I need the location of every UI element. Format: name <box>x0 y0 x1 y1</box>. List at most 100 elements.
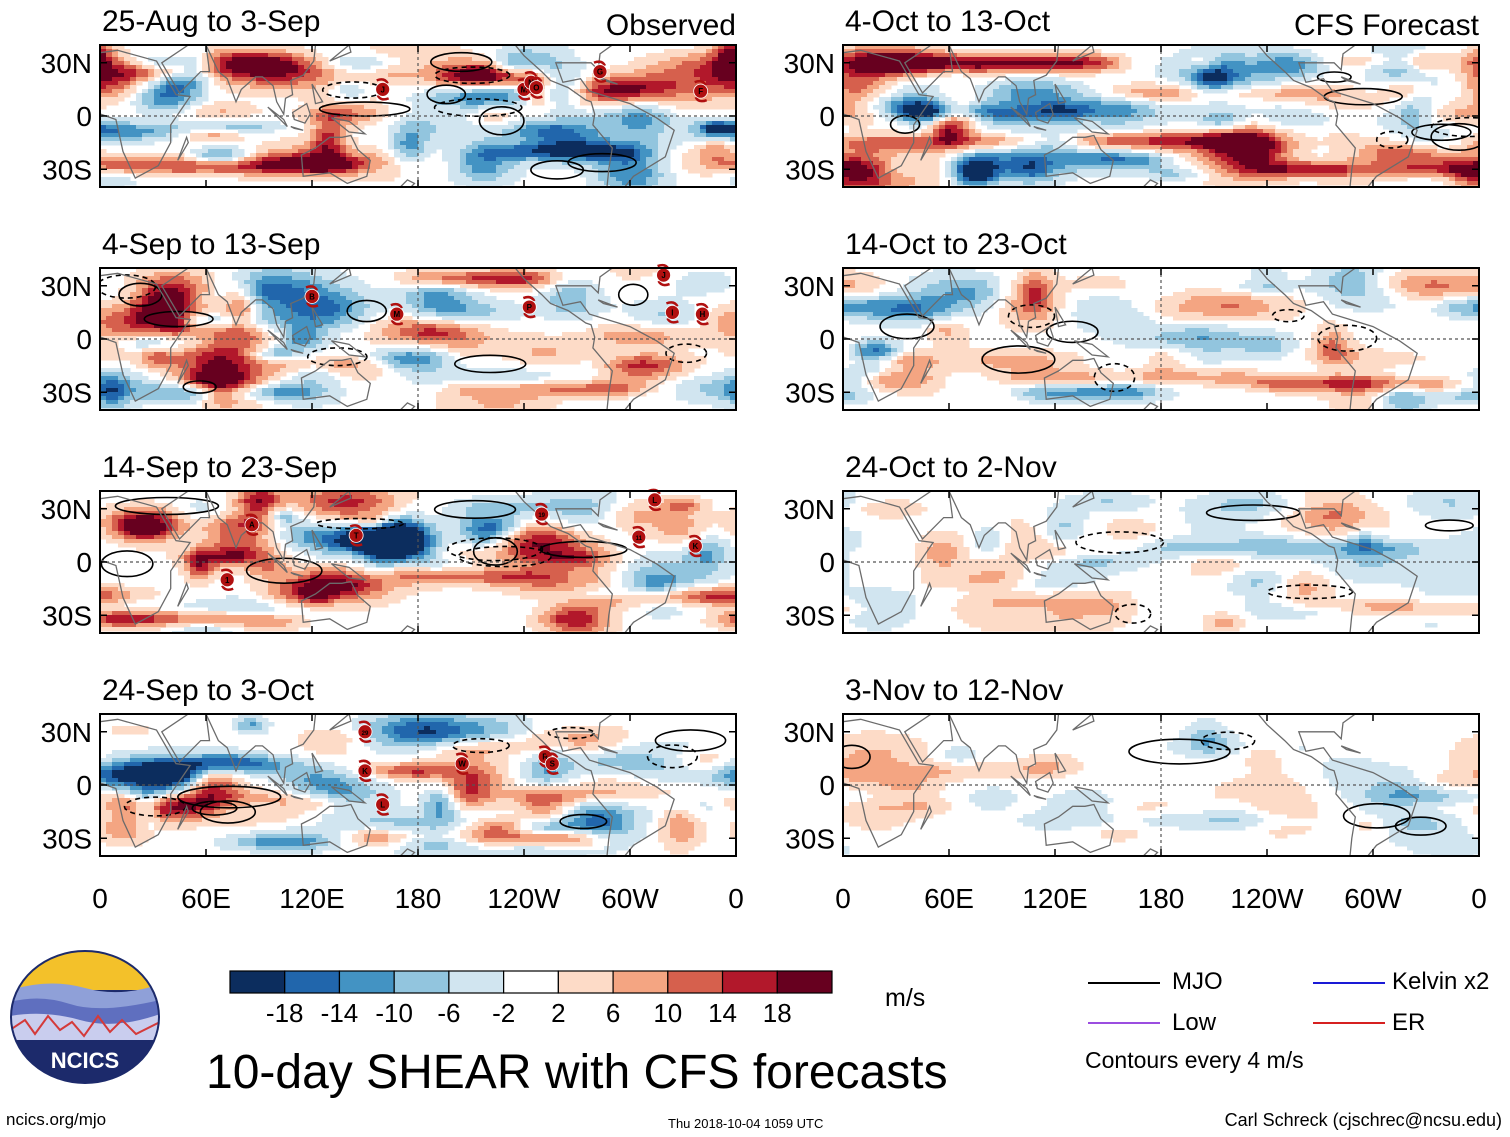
heatmap-cell <box>526 65 533 70</box>
heatmap-cell <box>718 344 725 349</box>
heatmap-cell <box>310 49 317 54</box>
heatmap-cell <box>388 141 395 146</box>
heatmap-cell <box>706 328 713 333</box>
heatmap-cell <box>160 312 167 317</box>
heatmap-cell <box>718 312 725 317</box>
heatmap-cell <box>190 308 197 313</box>
heatmap-cell <box>388 352 395 357</box>
heatmap-cell <box>574 133 581 138</box>
heatmap-cell <box>220 356 227 361</box>
heatmap-cell <box>508 137 515 142</box>
heatmap-cell <box>250 296 257 301</box>
heatmap-cell <box>184 284 191 289</box>
heatmap-cell <box>370 312 377 317</box>
heatmap-cell <box>694 117 701 122</box>
coastline <box>514 45 675 187</box>
heatmap-cell <box>502 125 509 130</box>
heatmap-cell <box>448 125 455 130</box>
heatmap-cell <box>322 320 329 325</box>
heatmap-cell <box>472 276 479 281</box>
heatmap-cell <box>160 77 167 82</box>
heatmap-cell <box>106 77 113 82</box>
heatmap-cell <box>136 272 143 277</box>
heatmap-cell <box>436 280 443 285</box>
heatmap-cell <box>184 288 191 293</box>
heatmap-cell <box>166 161 173 166</box>
heatmap-cell <box>346 161 353 166</box>
heatmap-cell <box>172 352 179 357</box>
heatmap-cell <box>520 57 527 62</box>
heatmap-cell <box>580 97 587 102</box>
heatmap-cell <box>304 65 311 70</box>
heatmap-cell <box>172 288 179 293</box>
heatmap-cell <box>508 316 515 321</box>
heatmap-cell <box>658 340 665 345</box>
heatmap-cell <box>328 113 335 118</box>
heatmap-cell <box>700 97 707 102</box>
heatmap-cell <box>286 304 293 309</box>
heatmap-cell <box>310 53 317 58</box>
heatmap-cell <box>166 364 173 369</box>
heatmap-cell <box>220 360 227 365</box>
heatmap-cell <box>148 113 155 118</box>
heatmap-cell <box>628 69 635 74</box>
heatmap-cell <box>106 61 113 66</box>
heatmap-cell <box>292 368 299 373</box>
heatmap-cell <box>370 105 377 110</box>
heatmap-cell <box>196 272 203 277</box>
heatmap-cell <box>220 165 227 170</box>
heatmap-cell <box>568 49 575 54</box>
heatmap-cell <box>304 360 311 365</box>
heatmap-cell <box>658 177 665 182</box>
heatmap-cell <box>388 332 395 337</box>
heatmap-cell <box>100 356 107 361</box>
heatmap-cell <box>334 125 341 130</box>
heatmap-cell <box>298 109 305 114</box>
heatmap-cell <box>340 292 347 297</box>
heatmap-cell <box>658 117 665 122</box>
heatmap-cell <box>388 356 395 361</box>
heatmap-cell <box>724 165 731 170</box>
heatmap-cell <box>532 280 539 285</box>
heatmap-cell <box>442 332 449 337</box>
heatmap-cell <box>244 344 251 349</box>
heatmap-cell <box>706 129 713 134</box>
heatmap-cell <box>730 324 736 329</box>
heatmap-cell <box>568 348 575 353</box>
heatmap-cell <box>616 69 623 74</box>
heatmap-cell <box>622 129 629 134</box>
heatmap-cell <box>130 352 137 357</box>
heatmap-cell <box>280 292 287 297</box>
heatmap-cell <box>148 288 155 293</box>
heatmap-cell <box>730 105 736 110</box>
heatmap-cell <box>532 125 539 130</box>
heatmap-cell <box>634 177 641 182</box>
heatmap-cell <box>280 336 287 341</box>
heatmap-cell <box>124 352 131 357</box>
heatmap-cell <box>244 121 251 126</box>
heatmap-cell <box>640 360 647 365</box>
heatmap-cell <box>226 165 233 170</box>
heatmap-cell <box>706 288 713 293</box>
heatmap-cell <box>352 284 359 289</box>
heatmap-cell <box>586 308 593 313</box>
heatmap-cell <box>442 49 449 54</box>
heatmap-cell <box>388 364 395 369</box>
heatmap-cell <box>160 296 167 301</box>
heatmap-cell <box>664 133 671 138</box>
heatmap-cell <box>340 73 347 78</box>
heatmap-cell <box>604 352 611 357</box>
heatmap-cell <box>478 324 485 329</box>
heatmap-cell <box>298 81 305 86</box>
heatmap-cell <box>274 157 281 162</box>
heatmap-cell <box>502 316 509 321</box>
heatmap-cell <box>280 308 287 313</box>
heatmap-cell <box>652 117 659 122</box>
heatmap-cell <box>250 328 257 333</box>
heatmap-cell <box>538 360 545 365</box>
heatmap-cell <box>178 173 185 178</box>
heatmap-cell <box>652 364 659 369</box>
heatmap-cell <box>148 85 155 90</box>
heatmap-cell <box>532 97 539 102</box>
heatmap-cell <box>616 129 623 134</box>
